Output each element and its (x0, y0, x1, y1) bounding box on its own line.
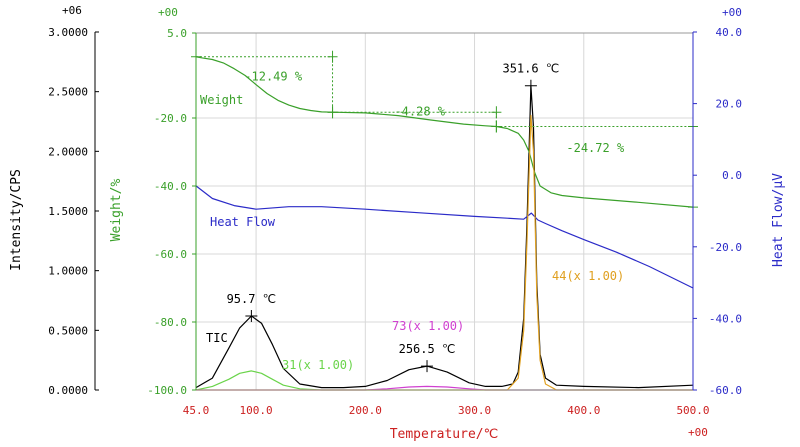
series-line-weight (195, 56, 694, 208)
peak-marker (245, 310, 258, 323)
series-label-m73: 73(x 1.00) (392, 319, 464, 333)
intensity-axis-exponent: +06 (62, 4, 82, 17)
axes: 45.0 100.0 200.0 300.0 400.0 500.0 Temperature… (9, 4, 786, 442)
peak-label: 95.7 ℃ (227, 292, 277, 306)
series-label-tic: TIC (206, 331, 228, 345)
series-label-m31: 31(x 1.00) (282, 358, 354, 372)
series-line-heat-flow (195, 185, 694, 289)
x-tick-label: 400.0 (567, 404, 600, 417)
x-tick-label: 200.0 (349, 404, 382, 417)
series-line-44-x-1-00 (196, 114, 693, 391)
intensity-tick-label: 3.0000 (48, 26, 88, 39)
grid (196, 33, 693, 390)
heat-tick-label: 0.0 (722, 169, 742, 182)
intensity-tick-label: 1.5000 (48, 205, 88, 218)
series-label-heat-flow: Heat Flow (210, 215, 276, 229)
peak-label: 256.5 ℃ (399, 342, 456, 356)
weight-tick-label: -20.0 (154, 112, 187, 125)
heat-tick-label: 20.0 (716, 98, 743, 111)
x-tick-label: 500.0 (676, 404, 709, 417)
intensity-tick-label: 2.0000 (48, 145, 88, 158)
heat-tick-label: -20.0 (709, 241, 742, 254)
weight-tick-label: -60.0 (154, 248, 187, 261)
weight-axis-label: Weight/% (109, 179, 124, 242)
weight-tick-label: -40.0 (154, 180, 187, 193)
labels: -12.49 % -4.28 % -24.72 % 95.7 ℃ 256.5 ℃ 351.… (200, 62, 625, 372)
intensity-tick-label: 0.0000 (48, 384, 88, 397)
heat-axis-label: Heat Flow/μV (771, 173, 786, 267)
series-label-weight: Weight (200, 93, 243, 107)
intensity-axis-label: Intensity/CPS (9, 169, 24, 271)
weight-step-marker (327, 106, 338, 119)
weight-axis-exponent: +00 (158, 6, 178, 19)
intensity-tick-label: 0.5000 (48, 324, 88, 337)
peak-marker (524, 79, 537, 92)
peak-label: 351.6 ℃ (502, 62, 559, 76)
weight-tick-label: 5.0 (167, 27, 187, 40)
weight-step-marker (491, 120, 502, 133)
weight-step-marker (327, 50, 338, 63)
weight-tick-label: -100.0 (147, 384, 187, 397)
series-label-m44: 44(x 1.00) (552, 269, 624, 283)
heat-tick-label: 40.0 (716, 26, 743, 39)
weight-step-label: -12.49 % (244, 70, 303, 84)
x-tick-label: 100.0 (240, 404, 273, 417)
weight-step-label: -24.72 % (566, 141, 625, 155)
weight-tick-label: -80.0 (154, 316, 187, 329)
series-line-31-x-1-00 (195, 370, 693, 391)
x-tick-label: 45.0 (183, 404, 210, 417)
heat-tick-label: -40.0 (709, 312, 742, 325)
x-tick-label: 300.0 (458, 404, 491, 417)
weight-step-label: -4.28 % (394, 104, 445, 118)
heat-tick-label: -60.0 (709, 384, 742, 397)
peak-marker (421, 360, 434, 373)
x-axis-exponent: +00 (688, 426, 708, 439)
series-group (191, 50, 698, 391)
weight-step-marker (491, 106, 502, 119)
x-axis-label: Temperature/℃ (390, 427, 499, 442)
heat-axis-exponent: +00 (722, 6, 742, 19)
intensity-tick-label: 1.0000 (48, 265, 88, 278)
intensity-tick-label: 2.5000 (48, 86, 88, 99)
